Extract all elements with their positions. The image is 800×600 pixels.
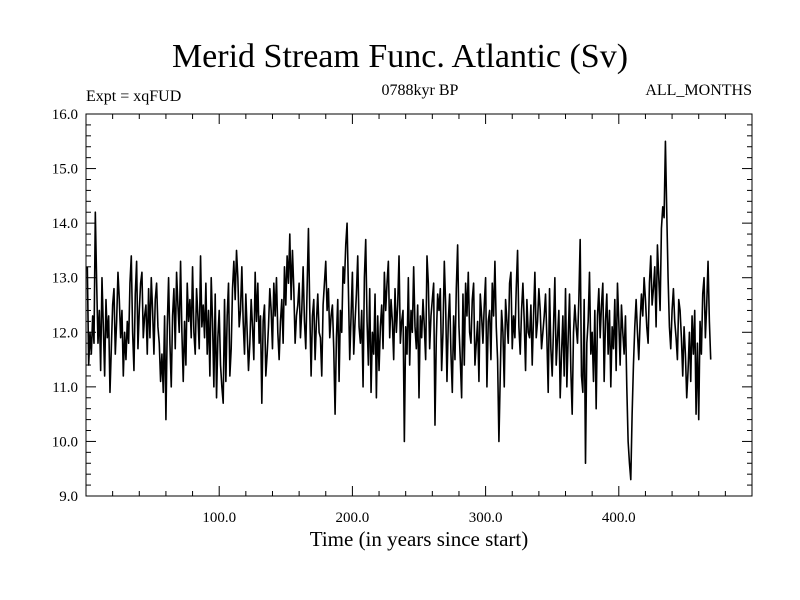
tick-labels-layer: 9.0 10.0 11.0 12.0 13.0 14.0 15.0 16.0 100.0 200.…: [52, 107, 636, 526]
y-tick-label: 10.0: [52, 434, 78, 450]
plot-frame: [85, 113, 753, 497]
series-layer: [86, 140, 712, 481]
y-tick-label: 12.0: [52, 325, 78, 341]
months-label: ALL_MONTHS: [645, 82, 752, 99]
x-tick-label: 200.0: [336, 510, 370, 526]
series-line: [86, 140, 712, 481]
y-tick-label: 15.0: [52, 162, 78, 178]
y-tick-label: 14.0: [52, 216, 78, 232]
y-tick-label: 13.0: [52, 271, 78, 287]
x-tick-label: 400.0: [602, 510, 636, 526]
experiment-label: Expt = xqFUD: [86, 88, 182, 105]
chart-subtitle: 0788kyr BP: [381, 82, 459, 99]
x-axis-label: Time (in years since start): [309, 527, 529, 551]
y-tick-label: 9.0: [59, 489, 78, 505]
chart-title: Merid Stream Func. Atlantic (Sv): [171, 38, 629, 75]
x-tick-label: 300.0: [469, 510, 503, 526]
y-tick-label: 11.0: [52, 380, 78, 396]
x-tick-label: 100.0: [202, 510, 236, 526]
y-tick-label: 16.0: [52, 107, 78, 123]
